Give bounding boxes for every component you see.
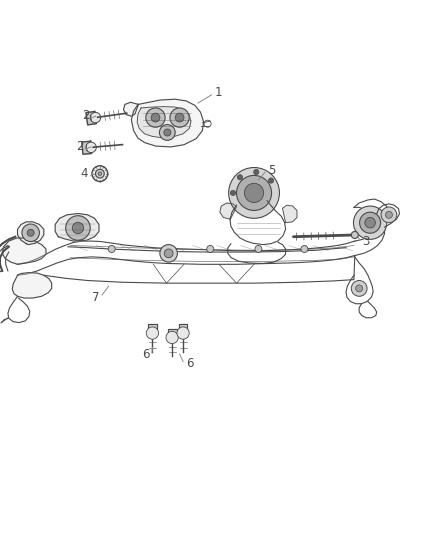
Circle shape bbox=[170, 108, 189, 127]
Circle shape bbox=[72, 222, 84, 233]
Circle shape bbox=[98, 172, 102, 175]
Circle shape bbox=[27, 229, 34, 236]
Text: 2: 2 bbox=[81, 109, 89, 122]
Text: 6: 6 bbox=[141, 349, 149, 361]
Polygon shape bbox=[137, 107, 191, 138]
Circle shape bbox=[351, 280, 367, 296]
Polygon shape bbox=[18, 222, 44, 245]
Circle shape bbox=[255, 246, 262, 253]
Text: 1: 1 bbox=[214, 86, 222, 99]
Circle shape bbox=[177, 327, 189, 339]
Circle shape bbox=[86, 142, 96, 152]
Polygon shape bbox=[82, 141, 92, 154]
Polygon shape bbox=[148, 324, 157, 331]
Text: 7: 7 bbox=[92, 290, 99, 304]
Circle shape bbox=[164, 129, 171, 136]
Circle shape bbox=[164, 249, 173, 258]
Polygon shape bbox=[86, 111, 96, 125]
Circle shape bbox=[385, 211, 392, 219]
Circle shape bbox=[146, 108, 165, 127]
Circle shape bbox=[356, 285, 363, 292]
Circle shape bbox=[146, 327, 159, 339]
Circle shape bbox=[175, 113, 184, 122]
Circle shape bbox=[92, 166, 108, 182]
Circle shape bbox=[254, 169, 259, 175]
Polygon shape bbox=[55, 214, 99, 241]
Polygon shape bbox=[124, 102, 138, 116]
Circle shape bbox=[237, 175, 272, 211]
Circle shape bbox=[244, 183, 264, 203]
Circle shape bbox=[66, 216, 90, 240]
Polygon shape bbox=[179, 324, 187, 331]
Circle shape bbox=[90, 112, 101, 123]
Polygon shape bbox=[2, 238, 46, 264]
Circle shape bbox=[95, 169, 104, 178]
Circle shape bbox=[207, 246, 214, 253]
Circle shape bbox=[151, 113, 160, 122]
Polygon shape bbox=[168, 329, 177, 335]
Circle shape bbox=[268, 178, 274, 183]
Circle shape bbox=[365, 217, 375, 228]
Circle shape bbox=[351, 231, 358, 238]
Text: 6: 6 bbox=[186, 357, 194, 370]
Circle shape bbox=[108, 246, 115, 253]
Circle shape bbox=[229, 167, 279, 219]
Text: 5: 5 bbox=[268, 164, 275, 176]
Circle shape bbox=[353, 206, 387, 239]
Circle shape bbox=[237, 175, 243, 180]
Polygon shape bbox=[12, 273, 52, 298]
Circle shape bbox=[160, 245, 177, 262]
Circle shape bbox=[360, 212, 381, 233]
Polygon shape bbox=[283, 205, 297, 223]
Text: 4: 4 bbox=[80, 167, 88, 180]
Polygon shape bbox=[131, 99, 204, 147]
Circle shape bbox=[230, 190, 236, 196]
Circle shape bbox=[166, 332, 178, 344]
Circle shape bbox=[22, 224, 39, 241]
Circle shape bbox=[381, 207, 397, 223]
Polygon shape bbox=[220, 203, 237, 219]
Circle shape bbox=[301, 246, 308, 253]
Text: 2: 2 bbox=[76, 140, 84, 153]
Text: 3: 3 bbox=[362, 235, 369, 248]
Circle shape bbox=[159, 125, 175, 140]
